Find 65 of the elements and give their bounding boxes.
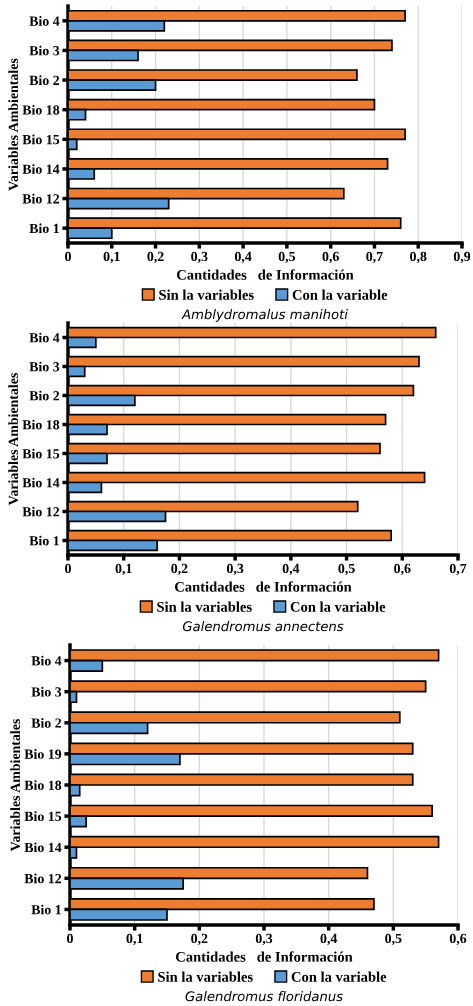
x-tick-label: 0,4 — [320, 933, 338, 946]
x-tick-label: 0,6 — [449, 933, 467, 946]
y-tick-label: Bio 4 — [29, 15, 60, 26]
x-tick-label: 0,1 — [115, 563, 132, 576]
x-tick-label: 0 — [65, 251, 71, 262]
x-tick-label: 0,7 — [449, 563, 467, 576]
x-tick-label: 0,3 — [191, 251, 208, 264]
x-tick-label: 0,6 — [322, 251, 339, 264]
text: Amblydromalus manihoti — [181, 309, 348, 322]
y-tick-label: Bio 4 — [31, 655, 62, 666]
x-tick-label: 0,2 — [147, 251, 164, 264]
y-tick-label: Bio 14 — [22, 477, 60, 488]
x-tick-label: 0,6 — [394, 563, 411, 576]
y-tick-label: Bio 18 — [22, 104, 60, 115]
x-tick-label: 0,5 — [278, 251, 296, 264]
y-tick-label: Bio 2 — [29, 390, 60, 401]
legend-label: Con la variable — [290, 601, 386, 612]
y-tick-label: Bio 12 — [24, 873, 62, 884]
y-tick-label: Bio 15 — [24, 811, 62, 822]
y-tick-label: Bio 15 — [22, 134, 60, 145]
y-tick-label: Bio 1 — [31, 904, 61, 915]
x-tick-label: 0,1 — [126, 933, 143, 946]
x-tick-label: 0,1 — [103, 251, 120, 264]
x-tick-label: 0,5 — [338, 563, 355, 576]
y-tick-label: Bio 1 — [29, 223, 59, 234]
y-tick-label: Bio 3 — [29, 45, 60, 56]
x-tick-label: 0,4 — [282, 563, 300, 576]
text: Galendromus floridanus — [185, 991, 343, 1002]
y-axis-title: Variables Ambientales — [8, 373, 19, 506]
y-tick-label: Bio 18 — [24, 780, 62, 790]
y-tick-label: Bio 2 — [31, 717, 62, 728]
x-tick-label: 0 — [65, 563, 71, 574]
x-axis-title: Cantidades de Información — [174, 581, 352, 592]
y-tick-label: Bio 1 — [29, 535, 59, 546]
y-axis-title: Variables Ambientales — [8, 58, 19, 191]
y-tick-label: Bio 4 — [29, 332, 60, 343]
x-axis-title: Cantidades de Información — [176, 269, 354, 280]
x-tick-label: 0,3 — [226, 563, 244, 576]
x-tick-label: 0,7 — [366, 251, 383, 264]
y-tick-label: Bio 14 — [24, 842, 62, 853]
x-tick-label: 0 — [67, 933, 73, 944]
legend-label: Sin la variables — [157, 601, 252, 612]
x-axis-title: Cantidades de Información — [175, 951, 353, 962]
x-tick-label: 0,2 — [191, 933, 208, 946]
y-tick-label: Bio 2 — [29, 75, 60, 86]
x-tick-label: 0,2 — [171, 563, 188, 576]
legend-label: Sin la variables — [158, 971, 253, 982]
y-tick-label: Bio 12 — [22, 506, 60, 517]
y-tick-label: Bio 15 — [22, 448, 60, 459]
x-tick-label: 0,8 — [410, 251, 427, 264]
x-tick-label: 0,3 — [255, 933, 273, 946]
legend-label: Sin la variables — [159, 289, 254, 300]
y-tick-label: Bio 19 — [24, 749, 62, 759]
text: Galendromus annectens — [182, 621, 344, 632]
y-tick-label: Bio 14 — [22, 164, 60, 174]
y-tick-label: Bio 12 — [22, 193, 60, 204]
legend-label: Con la variable — [291, 971, 387, 982]
y-tick-label: Bio 18 — [22, 419, 60, 430]
x-tick-label: 0,9 — [453, 251, 471, 264]
x-tick-label: 0,4 — [234, 251, 252, 264]
y-tick-label: Bio 3 — [31, 686, 62, 697]
y-tick-label: Bio 3 — [29, 361, 60, 372]
y-axis-title: Variables Ambientales — [10, 719, 21, 852]
x-tick-label: 0,5 — [385, 933, 402, 946]
legend-label: Con la variable — [292, 289, 388, 300]
